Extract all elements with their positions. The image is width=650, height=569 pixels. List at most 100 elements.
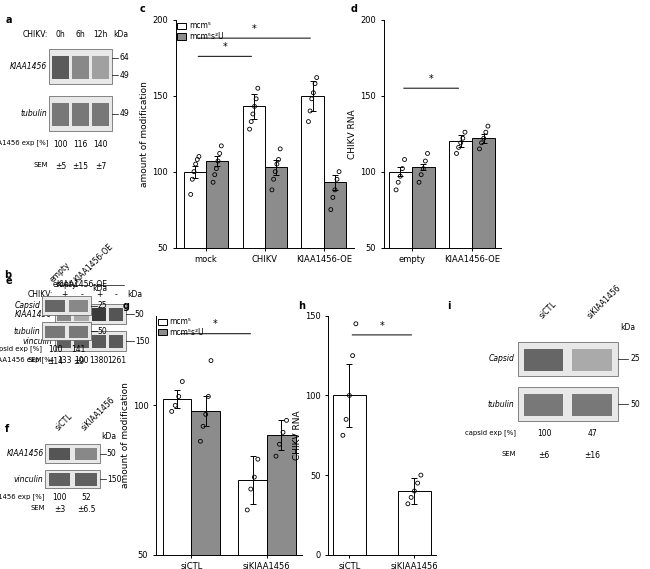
Text: 100: 100 — [537, 429, 551, 438]
Point — [253, 455, 263, 464]
Bar — [92, 335, 106, 348]
Point — [332, 175, 342, 184]
Text: 50: 50 — [107, 449, 116, 458]
Text: tubulin: tubulin — [21, 109, 47, 118]
Text: SEM: SEM — [30, 505, 44, 511]
Text: 25: 25 — [98, 301, 107, 310]
Text: f: f — [5, 424, 9, 434]
Text: ±14: ±14 — [47, 357, 63, 366]
Point — [422, 149, 433, 158]
Text: ±9: ±9 — [73, 357, 84, 366]
Legend: mcm⁵, mcm⁵s²U: mcm⁵, mcm⁵s²U — [157, 318, 204, 337]
Text: siCTL: siCTL — [538, 300, 558, 320]
Bar — [75, 308, 88, 321]
Bar — [52, 103, 69, 126]
Text: *: * — [429, 74, 434, 84]
Text: tubulin: tubulin — [488, 399, 515, 409]
Bar — [333, 395, 365, 555]
Point — [211, 164, 222, 173]
Point — [203, 392, 214, 401]
Text: capsid exp [%]: capsid exp [%] — [0, 345, 42, 352]
Text: +: + — [96, 290, 102, 299]
Text: vinculin: vinculin — [22, 337, 52, 346]
Point — [274, 440, 285, 449]
Bar — [524, 349, 564, 370]
Point — [338, 431, 348, 440]
Point — [248, 109, 258, 118]
Point — [214, 149, 225, 158]
Text: kDa: kDa — [127, 290, 142, 299]
Point — [251, 94, 261, 104]
Bar — [52, 56, 69, 79]
Text: CHIKV:: CHIKV: — [23, 30, 48, 39]
Point — [476, 138, 487, 147]
Text: KIAA1456: KIAA1456 — [10, 62, 47, 71]
Text: KIAA1456 exp [%]: KIAA1456 exp [%] — [0, 356, 53, 363]
Text: 49: 49 — [119, 109, 129, 118]
Bar — [518, 387, 618, 421]
Point — [395, 172, 406, 181]
Point — [195, 437, 205, 446]
Text: 133: 133 — [57, 356, 72, 365]
Text: KIAA1456-OE: KIAA1456-OE — [56, 280, 107, 289]
Y-axis label: amount of modification: amount of modification — [121, 382, 130, 488]
Point — [190, 159, 201, 168]
Point — [416, 471, 426, 480]
Point — [416, 170, 426, 179]
Point — [351, 319, 361, 328]
Text: h: h — [298, 302, 306, 311]
Bar — [302, 96, 324, 323]
Point — [200, 410, 211, 419]
Point — [397, 164, 408, 173]
Point — [250, 102, 260, 111]
Bar — [449, 141, 472, 323]
Text: c: c — [140, 4, 146, 14]
Bar — [69, 300, 88, 312]
Text: siKIAA1456: siKIAA1456 — [80, 395, 117, 432]
Text: empty: empty — [52, 280, 77, 289]
Bar — [42, 296, 92, 315]
Point — [274, 155, 284, 164]
Bar — [49, 473, 70, 485]
Text: 1380: 1380 — [89, 356, 109, 365]
Point — [478, 134, 489, 143]
Point — [246, 484, 256, 493]
Text: 116: 116 — [73, 139, 88, 149]
Point — [270, 167, 280, 176]
Point — [198, 422, 208, 431]
Point — [460, 127, 470, 137]
Text: KIAA1456-OE: KIAA1456-OE — [72, 242, 115, 284]
Point — [326, 205, 336, 214]
Text: -: - — [115, 290, 118, 299]
Point — [185, 190, 196, 199]
Bar — [238, 480, 267, 569]
Text: siCTL: siCTL — [53, 411, 74, 432]
Y-axis label: CHIKV RNA: CHIKV RNA — [348, 109, 358, 159]
Text: 100: 100 — [53, 493, 67, 502]
Bar — [324, 182, 346, 323]
Text: i: i — [447, 302, 451, 311]
Text: kDa: kDa — [620, 323, 635, 332]
Bar — [75, 473, 97, 485]
Y-axis label: CHIKV RNA: CHIKV RNA — [293, 410, 302, 460]
Point — [271, 452, 281, 461]
Point — [242, 505, 252, 514]
Point — [344, 391, 355, 400]
Text: *: * — [252, 24, 257, 34]
Point — [328, 193, 338, 202]
Text: ±16: ±16 — [584, 451, 600, 460]
Point — [281, 416, 292, 425]
Point — [174, 392, 184, 401]
Point — [194, 152, 204, 161]
Point — [458, 134, 468, 143]
Text: ±15: ±15 — [73, 162, 88, 171]
Text: 52: 52 — [81, 493, 91, 502]
Bar — [389, 172, 412, 323]
Bar — [572, 349, 612, 370]
Point — [399, 155, 410, 164]
Bar — [267, 435, 296, 569]
Point — [310, 79, 320, 88]
Point — [278, 428, 288, 437]
Point — [334, 167, 345, 176]
Bar — [92, 308, 106, 321]
